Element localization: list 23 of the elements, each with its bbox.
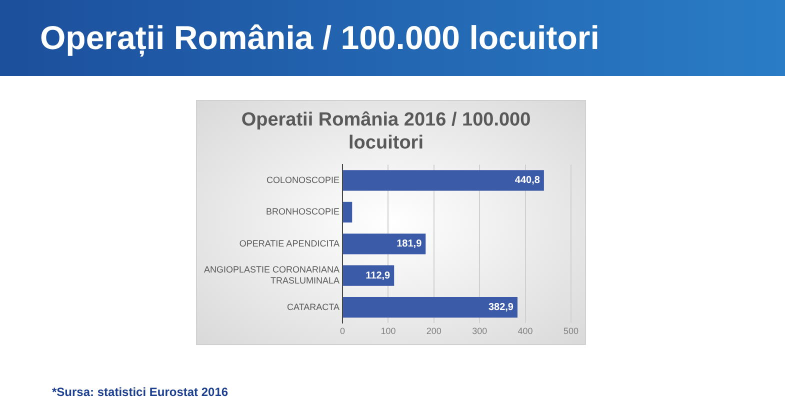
x-tick-label: 500 (563, 326, 579, 336)
bar (343, 202, 352, 222)
bar (343, 170, 544, 191)
x-tick-label: 200 (426, 326, 442, 336)
data-label: 181,9 (396, 238, 422, 250)
y-tick-label: CATARACTA (287, 302, 340, 312)
y-tick-label: ANGIOPLASTIE CORONARIANA TRASLUMINALA (204, 264, 340, 286)
chart-subtitle: Operatii România 2016 / 100.000 locuitori (241, 110, 531, 154)
y-tick-label: BRONHOSCOPIE (266, 206, 340, 217)
data-label: 382,9 (488, 302, 514, 314)
x-tick-label: 400 (518, 326, 533, 336)
x-tick-label: 300 (472, 326, 488, 336)
chart-title: Operații România / 100.000 locuitori (0, 0, 785, 76)
y-tick-label: COLONOSCOPIE (266, 174, 340, 185)
x-tick-label: 0 (340, 326, 346, 336)
data-label: 112,9 (366, 270, 391, 282)
y-tick-label: OPERATIE APENDICITA (239, 238, 340, 248)
bar (343, 234, 426, 254)
data-label: 440,8 (514, 175, 540, 186)
bar (343, 297, 518, 318)
bar (343, 265, 394, 286)
text: *Sursa: statistici Eurostat 2016 (52, 385, 228, 399)
x-tick-label: 100 (380, 326, 396, 336)
